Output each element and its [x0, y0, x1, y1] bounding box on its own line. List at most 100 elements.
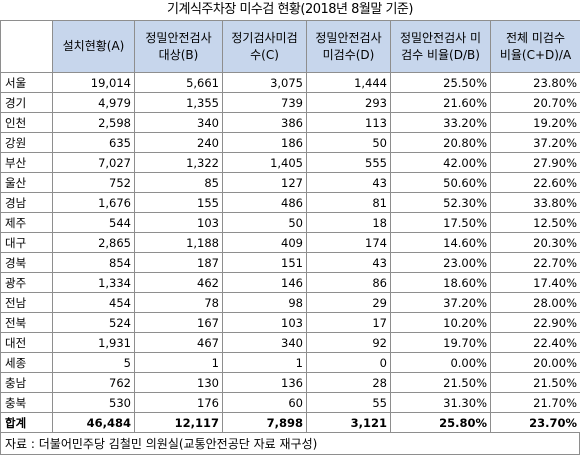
value-cell: 1,355: [135, 93, 223, 113]
value-cell: 155: [135, 193, 223, 213]
value-cell: 25.50%: [391, 73, 491, 93]
value-cell: 31.30%: [391, 393, 491, 413]
value-cell: 1,334: [53, 273, 135, 293]
value-cell: 81: [307, 193, 391, 213]
value-cell: 92: [307, 333, 391, 353]
value-cell: 22.70%: [491, 253, 580, 273]
value-cell: 524: [53, 313, 135, 333]
value-cell: 21.50%: [491, 373, 580, 393]
value-cell: 50: [307, 133, 391, 153]
value-cell: 29: [307, 293, 391, 313]
value-cell: 136: [223, 373, 307, 393]
value-cell: 146: [223, 273, 307, 293]
value-cell: 10.20%: [391, 313, 491, 333]
value-cell: 5: [53, 353, 135, 373]
value-cell: 1,931: [53, 333, 135, 353]
value-cell: 20.30%: [491, 233, 580, 253]
value-cell: 20.70%: [491, 93, 580, 113]
value-cell: 486: [223, 193, 307, 213]
region-cell: 세종: [1, 353, 53, 373]
value-cell: 2,865: [53, 233, 135, 253]
value-cell: 340: [223, 333, 307, 353]
value-cell: 18.60%: [391, 273, 491, 293]
value-cell: 103: [223, 313, 307, 333]
region-cell: 전남: [1, 293, 53, 313]
value-cell: 28: [307, 373, 391, 393]
value-cell: 25.80%: [391, 413, 491, 433]
value-cell: 17.50%: [391, 213, 491, 233]
region-cell: 전북: [1, 313, 53, 333]
value-cell: 1: [223, 353, 307, 373]
value-cell: 33.20%: [391, 113, 491, 133]
value-cell: 1: [135, 353, 223, 373]
value-cell: 98: [223, 293, 307, 313]
value-cell: 386: [223, 113, 307, 133]
value-cell: 20.80%: [391, 133, 491, 153]
value-cell: 5,661: [135, 73, 223, 93]
value-cell: 174: [307, 233, 391, 253]
value-cell: 37.20%: [391, 293, 491, 313]
value-cell: 23.00%: [391, 253, 491, 273]
value-cell: 86: [307, 273, 391, 293]
value-cell: 103: [135, 213, 223, 233]
value-cell: 17.40%: [491, 273, 580, 293]
value-cell: 43: [307, 253, 391, 273]
value-cell: 739: [223, 93, 307, 113]
value-cell: 1,444: [307, 73, 391, 93]
region-cell: 인천: [1, 113, 53, 133]
value-cell: 19,014: [53, 73, 135, 93]
value-cell: 22.90%: [491, 313, 580, 333]
value-cell: 7,898: [223, 413, 307, 433]
value-cell: 37.20%: [491, 133, 580, 153]
value-cell: 21.50%: [391, 373, 491, 393]
value-cell: 46,484: [53, 413, 135, 433]
value-cell: 544: [53, 213, 135, 233]
value-cell: 1,322: [135, 153, 223, 173]
value-cell: 18: [307, 213, 391, 233]
region-cell: 대구: [1, 233, 53, 253]
value-cell: 52.30%: [391, 193, 491, 213]
value-cell: 21.70%: [491, 393, 580, 413]
value-cell: 167: [135, 313, 223, 333]
value-cell: 22.60%: [491, 173, 580, 193]
region-cell: 서울: [1, 73, 53, 93]
region-cell: 부산: [1, 153, 53, 173]
value-cell: 151: [223, 253, 307, 273]
value-cell: 635: [53, 133, 135, 153]
region-cell: 대전: [1, 333, 53, 353]
value-cell: 19.20%: [491, 113, 580, 133]
value-cell: 130: [135, 373, 223, 393]
value-cell: 14.60%: [391, 233, 491, 253]
value-cell: 1,188: [135, 233, 223, 253]
value-cell: 17: [307, 313, 391, 333]
region-cell: 울산: [1, 173, 53, 193]
value-cell: 454: [53, 293, 135, 313]
value-cell: 127: [223, 173, 307, 193]
region-cell: 충남: [1, 373, 53, 393]
value-cell: 854: [53, 253, 135, 273]
value-cell: 22.40%: [491, 333, 580, 353]
value-cell: 21.60%: [391, 93, 491, 113]
value-cell: 50: [223, 213, 307, 233]
value-cell: 293: [307, 93, 391, 113]
value-cell: 12,117: [135, 413, 223, 433]
value-cell: 340: [135, 113, 223, 133]
value-cell: 55: [307, 393, 391, 413]
value-cell: 187: [135, 253, 223, 273]
